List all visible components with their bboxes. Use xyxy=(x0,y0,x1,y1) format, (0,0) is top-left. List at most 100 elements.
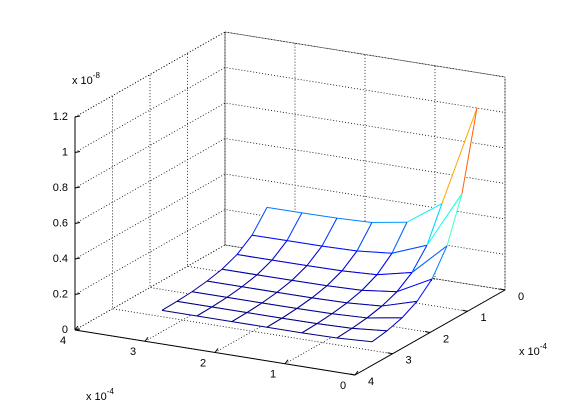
mesh-edge xyxy=(266,317,283,328)
exponent-base: x 10 xyxy=(86,391,107,403)
mesh-edge xyxy=(271,259,308,267)
mesh-edge xyxy=(376,252,393,276)
exponent-power: -4 xyxy=(107,387,115,396)
mesh-face xyxy=(382,279,432,307)
mesh-face xyxy=(237,235,287,261)
mesh-edge xyxy=(311,297,348,304)
mesh-face xyxy=(347,290,397,307)
mesh-edge xyxy=(196,315,233,323)
mesh-edge xyxy=(281,317,318,325)
mesh-edge xyxy=(256,259,273,276)
mesh-edge xyxy=(426,193,463,246)
mesh-edge xyxy=(251,207,268,236)
mesh-face xyxy=(332,302,382,318)
mesh-edge xyxy=(426,203,443,246)
mesh-edge xyxy=(196,306,213,317)
mesh-edge xyxy=(371,330,388,343)
z-tick-label: 1 xyxy=(62,146,68,158)
z-tick xyxy=(74,151,81,153)
mesh-edge xyxy=(431,245,448,280)
grid-line xyxy=(74,102,506,189)
y-tick xyxy=(424,331,431,333)
y-tick-label: 1 xyxy=(480,312,486,324)
mesh-edge xyxy=(311,285,328,299)
mesh-edge xyxy=(321,245,358,252)
axis-exponent: x 10-8 xyxy=(72,71,100,87)
z-tick xyxy=(74,257,81,260)
mesh-edge xyxy=(376,272,413,276)
x-tick-label: 4 xyxy=(60,335,66,347)
axis-exponent: x 10-4 xyxy=(519,342,547,358)
mesh-edge xyxy=(331,313,368,319)
mesh-edge xyxy=(161,300,178,311)
mesh-edge xyxy=(316,323,353,329)
grid-line xyxy=(74,31,506,118)
mesh-edge xyxy=(346,289,363,304)
mesh-edge xyxy=(236,234,253,255)
mesh-edge xyxy=(241,274,258,288)
mesh-edge xyxy=(231,321,268,328)
mesh-face xyxy=(337,328,387,342)
mesh-edge xyxy=(441,107,478,204)
mesh-edge xyxy=(411,245,428,273)
mesh-face xyxy=(292,265,342,286)
mesh-edge xyxy=(381,300,418,307)
x-tick-label: 1 xyxy=(270,369,276,381)
mesh-edge xyxy=(266,326,303,334)
mesh-face xyxy=(327,270,377,291)
mesh-edge xyxy=(241,286,278,293)
y-tick xyxy=(349,373,356,376)
exponent-base: x 10 xyxy=(72,75,93,87)
mesh-edge xyxy=(361,289,398,293)
mesh-face xyxy=(272,240,322,266)
exponent-power: -8 xyxy=(93,71,101,80)
mesh-edge xyxy=(221,268,258,276)
z-tick-label: 0 xyxy=(62,324,68,336)
mesh-edge xyxy=(176,300,213,308)
mesh-edge xyxy=(291,265,308,281)
mesh-edge xyxy=(396,278,433,293)
mesh-edge xyxy=(401,301,418,319)
z-tick-label: 1.2 xyxy=(53,111,68,123)
mesh-edge xyxy=(206,280,243,288)
mesh-edge xyxy=(296,307,333,315)
mesh-edge xyxy=(266,206,303,214)
mesh-edge xyxy=(226,296,263,304)
exponent-power: -4 xyxy=(540,342,548,351)
x-tick xyxy=(74,325,79,331)
mesh-edge xyxy=(351,317,368,329)
grid-line xyxy=(74,138,506,224)
mesh-face xyxy=(242,274,292,293)
mesh-edge xyxy=(346,302,383,307)
grid-line xyxy=(74,173,506,260)
x-tick xyxy=(284,359,289,365)
mesh-face xyxy=(222,254,272,275)
mesh-face xyxy=(317,313,367,329)
axis-exponent: x 10-4 xyxy=(86,387,114,403)
mesh-edge xyxy=(356,250,393,254)
x-tick-label: 3 xyxy=(130,346,136,358)
mesh-face xyxy=(397,245,447,292)
z-tick xyxy=(74,328,81,331)
mesh-face xyxy=(277,280,327,298)
mesh-edge xyxy=(361,274,378,291)
mesh-edge xyxy=(246,302,263,314)
mesh-face xyxy=(412,193,462,273)
mesh-edge xyxy=(351,327,388,332)
mesh-face xyxy=(367,301,417,318)
mesh-edge xyxy=(286,240,323,247)
mesh-face xyxy=(392,203,442,254)
mesh-edge xyxy=(306,245,323,266)
mesh-edge xyxy=(381,291,398,307)
y-tick xyxy=(462,309,468,312)
mesh-edge xyxy=(316,313,333,325)
mesh-edge xyxy=(336,327,353,339)
z-tick xyxy=(74,186,81,189)
mesh-edge xyxy=(396,272,413,293)
mesh-edge xyxy=(406,203,443,223)
mesh-face xyxy=(307,246,357,271)
y-tick-label: 2 xyxy=(443,333,449,345)
grid-line xyxy=(74,67,506,153)
